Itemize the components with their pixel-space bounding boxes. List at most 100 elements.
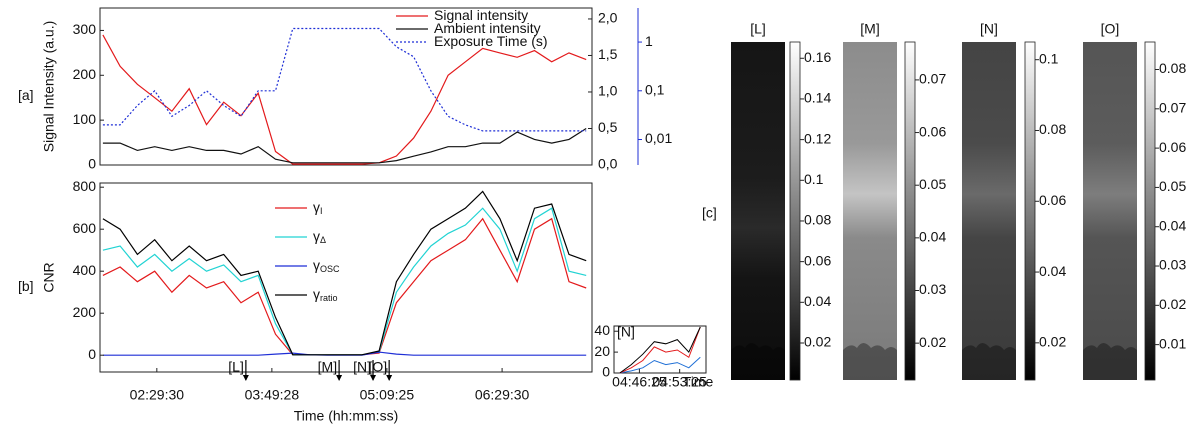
marker-label: [O] [368,359,387,375]
data-line [619,356,701,374]
plot-frame [613,325,707,374]
legend-subscript: Δ [320,235,326,245]
y2-tick-label: 2,0 [598,10,618,26]
x-axis-title: Time (hh:mm:ss) [294,408,398,424]
x-tick-label: 05:09:25 [360,387,415,403]
colorbar-tick-label: 0.06 [1159,139,1186,155]
y3-tick-label: 0,01 [645,130,672,146]
colorbar-tick-label: 0.04 [919,229,946,245]
y2-tick-label: 0,0 [598,156,618,172]
data-line [619,326,701,374]
legend-name: γ [313,199,320,215]
legend-label: γΔ [313,228,326,246]
legend-name: γ [313,286,320,302]
marker-label: [L] [228,359,244,375]
marker-label: [M] [318,359,337,375]
colorbar-tick-label: 0.02 [804,334,831,350]
legend-name: γ [313,257,320,273]
colorbar-tick-label: 0.02 [1039,334,1066,350]
image-silhouette [843,343,897,380]
image-title: [M] [860,21,879,37]
image [1083,42,1137,380]
plot-frame [99,182,593,373]
colorbar-tick-label: 0.06 [1039,192,1066,208]
panel-label: [c] [702,205,717,221]
legend-label: γOSC [313,257,340,275]
colorbar-tick-label: 0.06 [919,123,946,139]
marker-arrowhead [370,375,377,381]
legend-label: Exposure Time (s) [434,33,548,49]
colorbar-tick-label: 0.08 [804,212,831,228]
x-axis-title: Time [683,374,714,390]
colorbar-tick-label: 0.04 [1159,217,1186,233]
colorbar-tick-label: 0.03 [919,281,946,297]
colorbar-tick-label: 0.08 [1159,60,1186,76]
y-tick-label: 0 [602,364,610,380]
data-line [102,190,587,356]
colorbar-tick-label: 0.02 [1159,296,1186,312]
marker-arrowhead [336,375,343,381]
colorbar-tick-label: 0.04 [1039,263,1066,279]
y-tick-label: 40 [594,322,610,338]
x-tick-label: 04:46:25 [612,374,667,390]
image-title: [O] [1101,21,1120,37]
data-line [102,27,587,132]
colorbar-tick-label: 0.05 [1159,178,1186,194]
legend-name: Signal intensity [434,7,528,23]
marker-label: [N] [353,359,371,375]
colorbar [904,41,916,381]
data-line [102,127,587,164]
image-title: [N] [980,21,998,37]
x-tick-label: 03:49:28 [245,387,300,403]
legend-label: Ambient intensity [434,20,541,36]
image [962,42,1016,380]
data-line [619,326,701,374]
image-title: [L] [750,21,766,37]
colorbar [1144,41,1156,381]
colorbar-tick-label: 0.06 [804,252,831,268]
legend-label: Signal intensity [434,7,528,23]
legend-name: Exposure Time (s) [434,33,548,49]
y-tick-label: 0 [88,156,96,172]
y-tick-label: 200 [73,304,97,320]
y-axis-title: Signal Intensity (a.u.) [41,21,57,153]
y2-tick-label: 1,5 [598,46,618,62]
data-line [102,217,587,356]
legend-subscript: ratio [320,293,338,303]
legend-name: γ [313,228,320,244]
image-silhouette [731,343,785,380]
colorbar [1024,41,1036,381]
y-tick-label: 20 [594,343,610,359]
colorbar-tick-label: 0.12 [804,130,831,146]
y-tick-label: 100 [73,111,97,127]
image-silhouette [1083,343,1137,380]
colorbar-tick-label: 0.01 [1159,335,1186,351]
y-tick-label: 300 [73,21,97,37]
x-tick-label: 04:53:25 [652,374,707,390]
colorbar-tick-label: 0.02 [919,334,946,350]
image [731,42,785,380]
data-line [102,207,587,356]
data-line [102,34,587,165]
colorbar-tick-label: 0.07 [919,71,946,87]
image-silhouette [962,343,1016,380]
inset-title: [N] [617,324,635,340]
colorbar-tick-label: 0.07 [1159,100,1186,116]
marker-arrowhead [386,375,393,381]
plot-frame [99,7,593,166]
marker-arrowhead [242,375,249,381]
legend-label: γI [313,199,323,217]
legend-subscript: I [320,206,323,216]
y-tick-label: 400 [73,262,97,278]
colorbar-tick-label: 0.1 [804,171,824,187]
legend-subscript: OSC [320,264,340,274]
y-tick-label: 200 [73,66,97,82]
legend-name: Ambient intensity [434,20,541,36]
colorbar-tick-label: 0.1 [1039,50,1059,66]
colorbar-tick-label: 0.08 [1039,121,1066,137]
legend-label: γratio [313,286,338,304]
panel-label: [a] [18,87,34,103]
colorbar-tick-label: 0.04 [804,293,831,309]
y-tick-label: 0 [88,346,96,362]
